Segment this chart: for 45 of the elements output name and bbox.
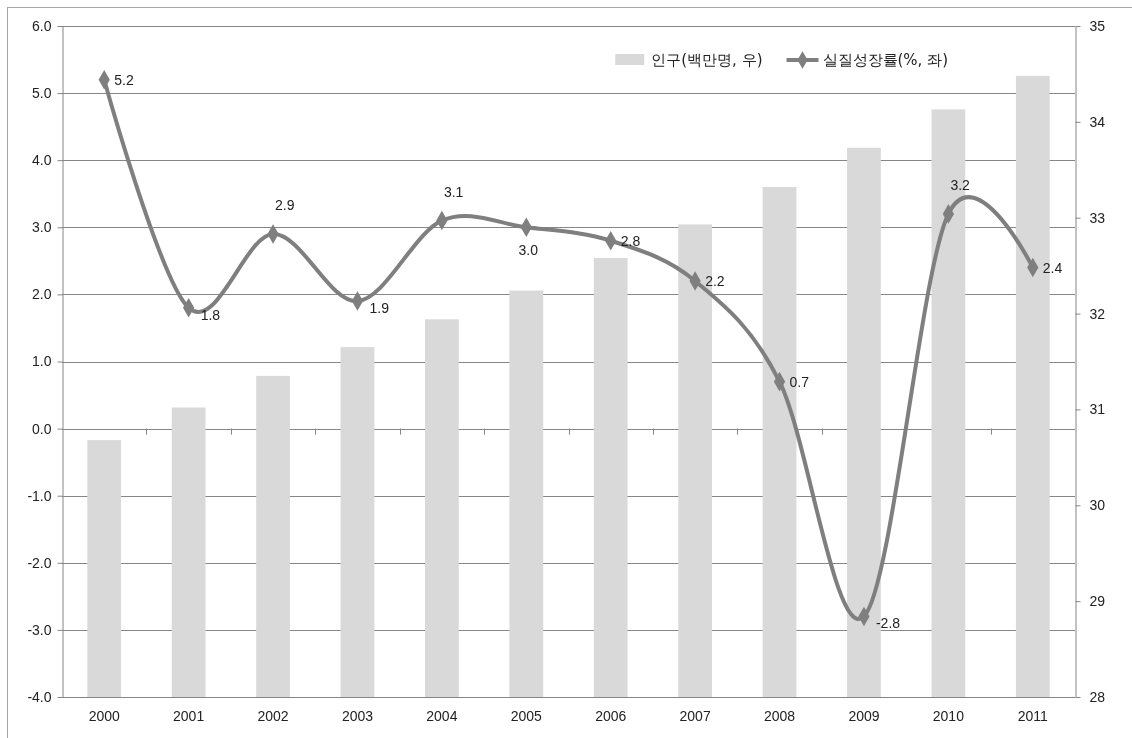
y2-tick-label: 32 [1089,305,1106,322]
legend-label: 실질성장률(%, 좌) [822,51,948,69]
legend-label: 인구(백만명, 우) [651,51,763,69]
y-tick-label: 3.0 [32,219,52,236]
data-label: 2.8 [620,232,641,249]
y-tick-label: 0.0 [32,420,52,437]
y-tick-label: -2.0 [27,554,52,571]
y-tick-label: 1.0 [32,353,52,370]
data-label: 1.9 [369,300,390,317]
x-tick-label: 2002 [257,707,289,724]
x-tick-label: 2003 [341,707,374,724]
data-label: 1.8 [200,306,221,323]
data-label: 3.2 [950,176,971,193]
y2-tick-label: 30 [1089,497,1106,514]
data-label: 2.4 [1042,259,1063,276]
y-tick-label: 6.0 [32,17,52,34]
y2-tick-label: 33 [1089,209,1106,226]
y2-tick-label: 29 [1089,593,1106,610]
data-label: 5.2 [114,71,134,88]
y-tick-label: 4.0 [32,152,52,169]
y-tick-label: 2.0 [32,286,52,303]
x-tick-label: 2011 [1017,707,1049,724]
y2-tick-label: 28 [1089,688,1106,705]
x-tick-label: 2009 [848,707,880,724]
x-tick-label: 2006 [595,707,627,724]
y-tick-label: -3.0 [27,621,52,638]
data-label: 3.0 [518,242,539,259]
data-label: 2.9 [275,197,295,214]
x-tick-label: 2007 [679,707,711,724]
y-tick-label: -1.0 [27,487,52,504]
x-tick-label: 2001 [173,707,205,724]
y-tick-label: -4.0 [27,688,52,705]
data-label: 2.2 [705,272,725,289]
x-tick-label: 2000 [88,707,120,724]
y2-tick-label: 31 [1089,401,1106,418]
x-tick-label: 2004 [426,707,458,724]
data-label: -2.8 [875,615,901,632]
data-label: 0.7 [789,373,810,390]
x-tick-label: 2010 [932,707,965,724]
y2-tick-label: 34 [1089,113,1106,130]
x-tick-label: 2008 [763,707,796,724]
y2-tick-label: 35 [1089,17,1106,34]
data-label: 3.1 [443,183,464,200]
y-tick-label: 5.0 [32,85,52,102]
x-tick-label: 2005 [510,707,543,724]
